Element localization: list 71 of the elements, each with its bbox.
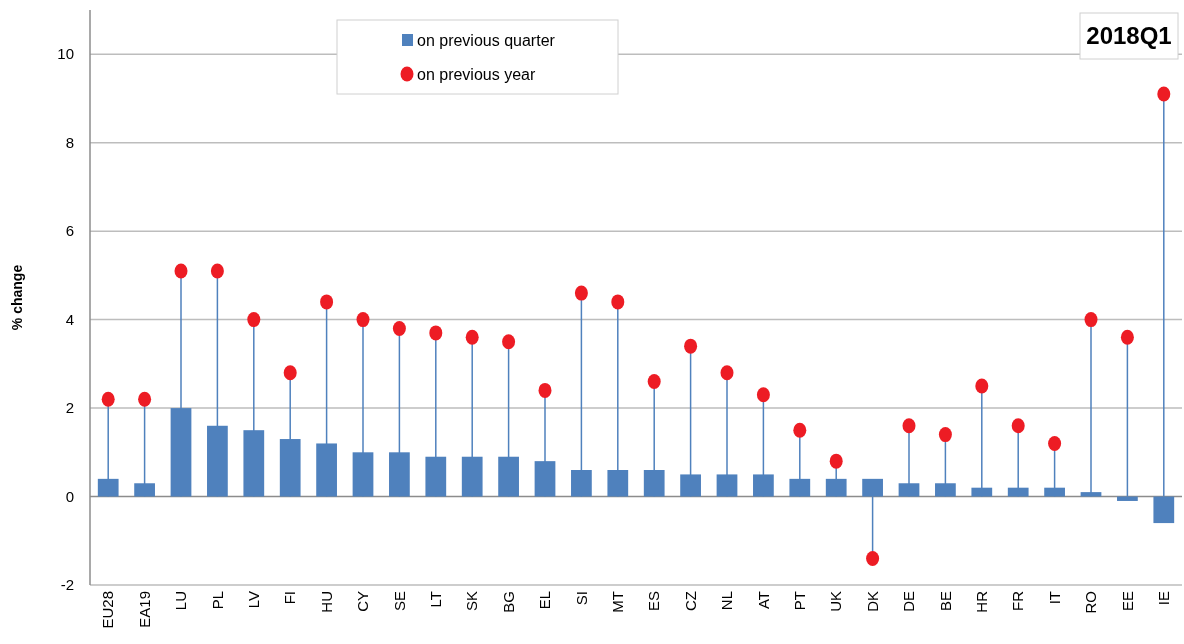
text: 2018Q1 [1086,22,1172,50]
point [429,325,443,341]
y-tick-label: -2 [60,576,74,594]
point [793,422,807,438]
x-tick-label: IT [1045,591,1063,605]
point [829,453,843,469]
x-tick-label: FI [281,591,299,605]
y-tick-label: 2 [65,399,74,417]
x-tick-label: MT [609,591,627,613]
point [611,294,625,310]
x-tick-label: AT [754,591,772,610]
x-tick-label: BE [936,591,954,612]
point [138,391,152,407]
point [247,312,261,328]
point [720,365,734,381]
y-tick-label: 0 [65,487,74,505]
point [975,378,989,394]
x-tick-label: SE [390,591,408,612]
point [1011,418,1025,434]
x-tick-label: DK [863,591,881,612]
point [938,427,952,443]
x-tick-label: EE [1118,591,1136,612]
legend-label: on previous year [417,65,536,83]
point [574,285,588,301]
x-tick-label: NL [718,591,736,611]
x-tick-label: FR [1009,590,1027,611]
x-tick-label: CZ [681,591,699,611]
x-tick-label: EA19 [135,591,153,628]
point [1157,86,1171,102]
point [684,338,698,354]
x-tick-label: DE [900,591,918,612]
x-tick-label: LV [245,591,263,609]
point [320,294,334,310]
x-tick-label: EL [536,591,554,610]
y-tick-label: 10 [57,45,74,63]
point [1084,312,1098,328]
point [101,391,115,407]
point [465,329,479,345]
y-tick-label: 6 [65,222,74,240]
point [392,320,406,336]
x-tick-label: SI [572,591,590,606]
x-tick-label: HR [973,590,991,613]
point [283,365,297,381]
x-tick-label: CY [354,591,372,612]
x-tick-label: ES [645,591,663,612]
point [356,312,370,328]
y-tick-label: 8 [65,133,74,151]
x-tick-label: BG [499,591,517,613]
point [756,387,770,403]
point [866,550,880,566]
x-tick-label: EU28 [99,591,117,629]
x-tick-label: IE [1155,591,1173,606]
point [1048,435,1062,451]
point [210,263,224,279]
point [174,263,188,279]
point [1120,329,1134,345]
y-axis-title: % change [9,264,25,331]
x-tick-label: PT [791,591,809,611]
x-tick-label: SK [463,591,481,612]
x-tick-label: LU [172,591,190,611]
x-tick-label: RO [1082,591,1100,614]
point [902,418,916,434]
point [538,382,552,398]
x-tick-label: HU [317,591,335,613]
point [647,374,661,390]
y-tick-label: 4 [65,310,74,328]
legend-label: on previous quarter [417,31,556,49]
point [502,334,516,350]
x-tick-label: PL [208,591,226,610]
x-tick-label: UK [827,591,845,612]
x-tick-label: LT [427,591,445,608]
